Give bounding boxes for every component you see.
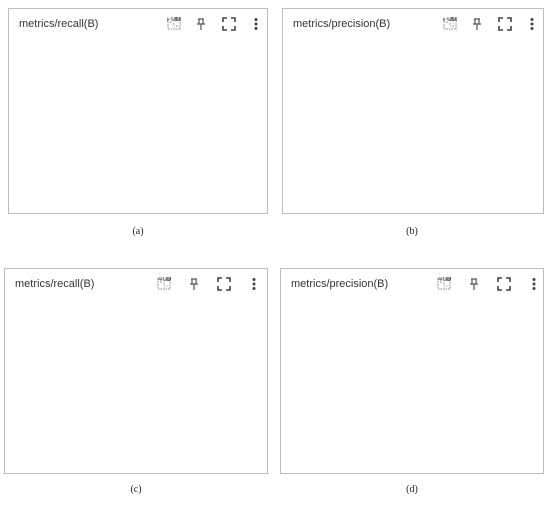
pin-icon[interactable] [467,277,481,291]
panel-title: metrics/precision(B) [293,18,391,30]
more-vert-icon[interactable] [247,277,261,291]
pin-icon[interactable] [194,17,208,31]
chart-panel-a: metrics/recall(B) 02004006008001 0000.60… [8,8,268,214]
panel-title: metrics/recall(B) [19,18,99,30]
line-chart [5,269,269,475]
panel-title: metrics/precision(B) [291,278,389,290]
figure-caption: (d) [406,484,418,495]
x-tick-label: 400 [438,277,451,283]
chart-panel-d: metrics/precision(B) 01002003004000.20.4… [280,268,544,474]
figure-caption: (b) [406,226,418,237]
more-vert-icon[interactable] [249,17,263,31]
fullscreen-icon[interactable] [498,17,512,31]
line-chart [283,9,545,215]
chart-panel-c: metrics/recall(B) 01002003004000.40.60.8 [4,268,268,474]
fullscreen-icon[interactable] [217,277,231,291]
panel-title: metrics/recall(B) [15,278,95,290]
x-tick-label: 1 000 [167,17,181,23]
x-tick-label: 400 [158,277,171,283]
chart-panel-b: metrics/precision(B) 02004006008001 0000… [282,8,544,214]
figure-caption: (c) [130,484,142,495]
more-vert-icon[interactable] [525,17,539,31]
line-chart [9,9,269,215]
figure-caption: (a) [132,226,144,237]
x-tick-label: 1 000 [443,17,457,23]
more-vert-icon[interactable] [527,277,541,291]
pin-icon[interactable] [470,17,484,31]
fullscreen-icon[interactable] [222,17,236,31]
fullscreen-icon[interactable] [497,277,511,291]
line-chart [281,269,545,475]
pin-icon[interactable] [187,277,201,291]
